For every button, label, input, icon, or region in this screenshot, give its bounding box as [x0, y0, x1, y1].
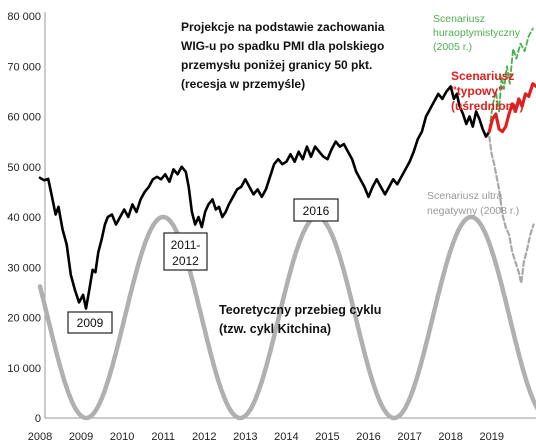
hyper-optimistic-scenario-series — [488, 27, 534, 130]
red-label-line-2: "typowy" — [451, 84, 504, 98]
x-tick-label: 2008 — [28, 431, 52, 443]
scenario-ultra-negative-label: Scenariusz ultra negatywny (2008 r.) — [427, 190, 519, 217]
cycle-annotation: Teoretyczny przebieg cyklu (tzw. cykl Ki… — [219, 303, 381, 336]
x-tick-label: 2017 — [397, 431, 421, 443]
y-tick-label: 70 000 — [7, 61, 41, 73]
annotation-box-2009: 2009 — [67, 311, 113, 334]
cycle-label-line-2: (tzw. cykl Kitchina) — [219, 322, 331, 336]
box-2009-label: 2009 — [77, 316, 104, 330]
x-tick-label: 2012 — [192, 431, 216, 443]
annotation-box-2016: 2016 — [293, 198, 339, 222]
ultra-negative-scenario-series — [488, 135, 535, 285]
cycle-label-line-1: Teoretyczny przebieg cyklu — [219, 303, 381, 317]
green-label-line-1: Scenariusz — [433, 13, 485, 25]
x-tick-labels: 2008 2009 2010 2011 2012 2013 2014 2015 2016 2017… — [28, 431, 504, 443]
box-2011-label-line-1: 2011- — [171, 238, 201, 252]
y-tick-label: 0 — [35, 413, 41, 425]
x-tick-label: 2016 — [356, 431, 380, 443]
axes: 0 10 000 20 000 30 000 40 000 50 000 60 000 70 … — [7, 11, 536, 443]
red-label-line-1: Scenariusz — [451, 69, 514, 83]
x-tick-label: 2009 — [69, 431, 93, 443]
title-line-2: WIG-u po spadku PMI dla polskiego — [181, 39, 384, 53]
scenario-hyper-optimistic-label: Scenariusz huraoptymistyczny (2005 r.) — [433, 13, 521, 53]
wig-series — [38, 85, 491, 310]
red-label-line-3: (uśredniony) — [451, 99, 524, 113]
x-tick-label: 2013 — [233, 431, 257, 443]
title-line-3: przemysłu poniżej granicy 50 pkt. — [181, 58, 372, 72]
x-tick-label: 2018 — [438, 431, 462, 443]
typical-scenario-series — [487, 82, 536, 134]
y-tick-label: 10 000 — [7, 363, 41, 375]
green-label-line-3: (2005 r.) — [433, 41, 472, 53]
box-2011-frame — [163, 232, 208, 271]
box-2016-label: 2016 — [303, 204, 330, 218]
chart-title: Projekcje na podstawie zachowania WIG-u … — [181, 20, 385, 91]
y-tick-label: 20 000 — [7, 313, 41, 325]
y-tick-label: 30 000 — [7, 262, 41, 274]
x-tick-label: 2014 — [274, 431, 298, 443]
x-tick-label: 2010 — [110, 431, 134, 443]
scenario-typical-label: Scenariusz "typowy" (uśredniony) — [451, 69, 524, 113]
x-tick-label: 2015 — [315, 431, 339, 443]
y-tick-label: 60 000 — [7, 112, 41, 124]
grey-label-line-2: negatywny (2008 r.) — [427, 205, 519, 217]
x-tick-label: 2019 — [479, 431, 503, 443]
box-2011-label-line-2: 2012 — [172, 254, 199, 268]
box-2009-frame — [67, 311, 113, 334]
green-label-line-2: huraoptymistyczny — [433, 27, 521, 39]
y-tick-label: 80 000 — [7, 11, 41, 23]
x-tick-label: 2011 — [151, 431, 175, 443]
y-tick-label: 50 000 — [7, 162, 41, 174]
kitchin-cycle-series — [37, 214, 536, 421]
title-line-4: (recesja w przemyśle) — [181, 77, 305, 91]
title-line-1: Projekcje na podstawie zachowania — [181, 20, 385, 34]
plot-area — [37, 27, 536, 421]
grey-label-line-1: Scenariusz ultra — [427, 190, 502, 202]
annotation-box-2011-2012: 2011- 2012 — [163, 232, 208, 271]
box-2016-frame — [293, 198, 339, 222]
y-tick-label: 40 000 — [7, 212, 41, 224]
y-tick-labels: 0 10 000 20 000 30 000 40 000 50 000 60 000 70 … — [7, 11, 41, 425]
